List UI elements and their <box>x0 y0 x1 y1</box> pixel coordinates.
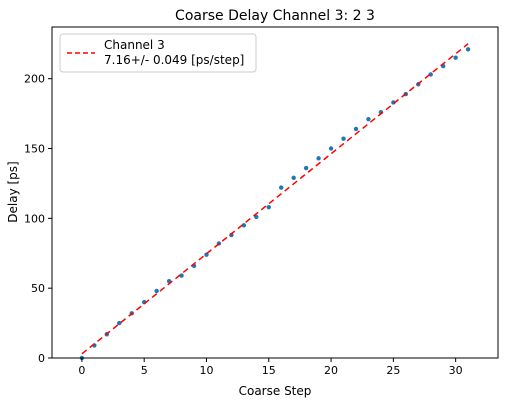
data-point <box>453 55 458 60</box>
x-tick-label: 20 <box>324 364 338 377</box>
legend-label-fit: 7.16+/- 0.049 [ps/step] <box>104 53 244 67</box>
x-tick-label: 30 <box>449 364 463 377</box>
data-point <box>179 273 184 278</box>
plot-area <box>79 43 471 361</box>
legend-label-series: Channel 3 <box>104 38 165 52</box>
data-point <box>353 126 359 132</box>
data-point <box>241 223 247 228</box>
x-tick-label: 0 <box>78 364 85 377</box>
legend: Channel 3 7.16+/- 0.049 [ps/step] <box>59 33 257 73</box>
x-tick-label: 10 <box>199 364 213 377</box>
x-tick-label: 15 <box>262 364 276 377</box>
data-point <box>341 136 346 141</box>
x-axis-label: Coarse Step <box>239 384 312 398</box>
x-tick-label: 5 <box>141 364 148 377</box>
data-point <box>254 214 259 220</box>
y-tick-label: 100 <box>24 212 45 225</box>
data-point <box>303 165 309 171</box>
data-point <box>328 146 334 151</box>
data-point <box>154 288 159 294</box>
fit-line <box>81 43 469 355</box>
chart-title: Coarse Delay Channel 3: 2 3 <box>175 8 375 24</box>
data-point <box>291 175 296 181</box>
y-axis-label: Delay [ps] <box>6 161 20 222</box>
y-tick-label: 200 <box>24 73 45 86</box>
data-point <box>279 185 284 190</box>
plot-frame <box>51 26 499 359</box>
y-tick-label: 150 <box>24 143 45 156</box>
x-axis: 0 5 10 15 20 25 30 <box>78 358 463 377</box>
data-point <box>465 47 471 52</box>
x-tick-label: 25 <box>386 364 400 377</box>
y-axis: 0 50 100 150 200 <box>24 73 52 365</box>
y-tick-label: 50 <box>31 282 45 295</box>
data-point <box>316 156 321 161</box>
legend-box <box>59 33 257 73</box>
y-tick-label: 0 <box>38 352 45 365</box>
data-point <box>366 116 371 122</box>
data-point <box>266 204 271 210</box>
data-point <box>117 320 122 326</box>
